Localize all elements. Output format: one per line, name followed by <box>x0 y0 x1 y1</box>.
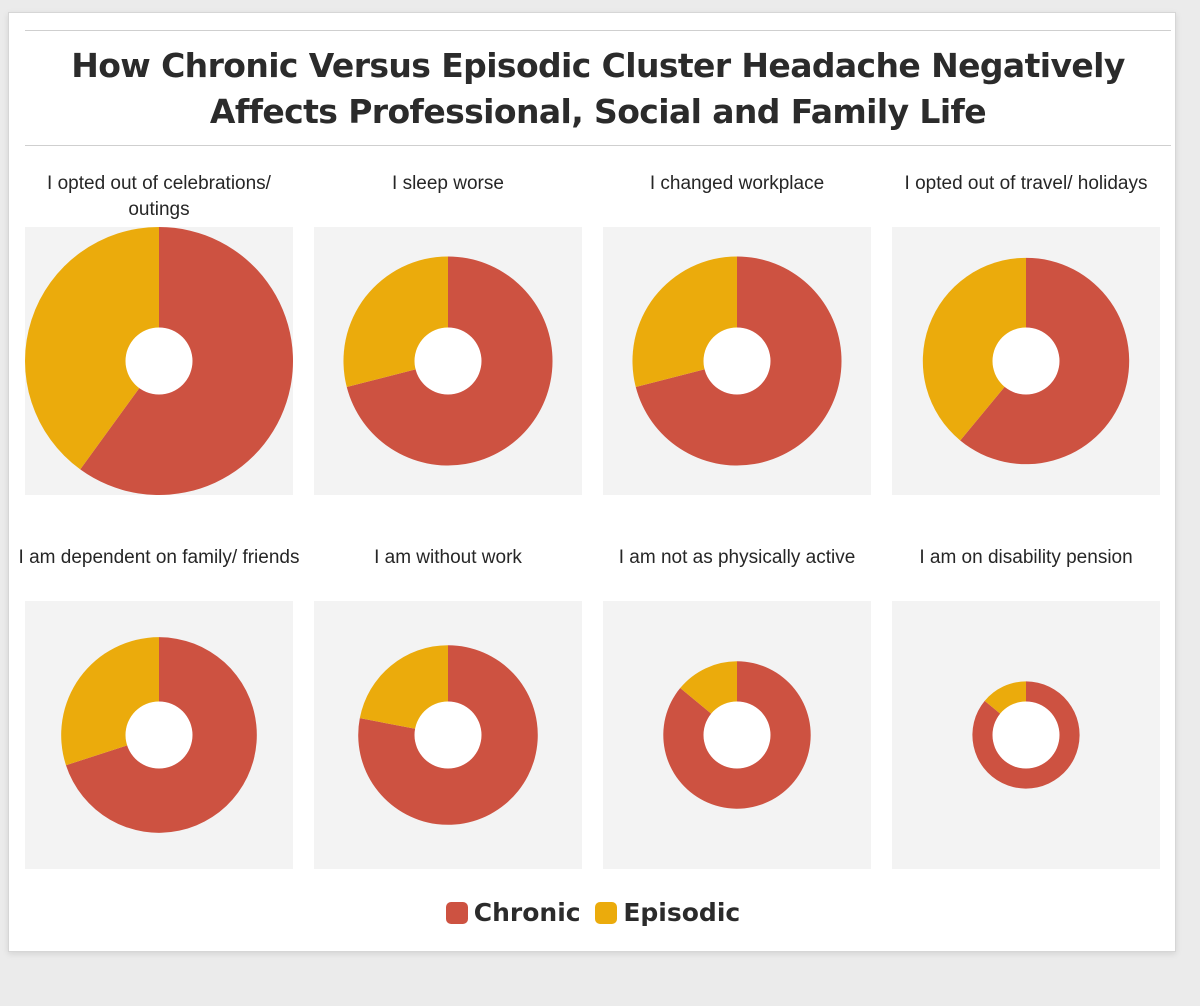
donut-panel: I opted out of celebrations/ outings <box>25 171 293 495</box>
donut-slice-episodic <box>25 227 159 470</box>
donut-label: I opted out of travel/ holidays <box>904 173 1148 194</box>
top-divider <box>25 30 1171 31</box>
donut-hole <box>414 327 482 395</box>
legend-label-chronic: Chronic <box>473 898 581 927</box>
donut-plot-area <box>314 227 582 495</box>
donut-plot-area <box>25 227 293 495</box>
donut-label: I am not as physically active <box>618 547 856 568</box>
donut-plot-area <box>603 601 871 869</box>
donut-panel: I am without work <box>314 545 582 869</box>
legend-item-chronic: Chronic <box>445 898 581 927</box>
donut-panel: I am not as physically active <box>603 545 871 869</box>
chart-title: How Chronic Versus Episodic Cluster Head… <box>71 46 1125 131</box>
donut-label: I opted out of celebrations/ outings <box>47 173 271 220</box>
donut-chart <box>922 257 1130 465</box>
donut-plot-area <box>314 601 582 869</box>
donut-chart <box>632 256 842 466</box>
donut-panel: I am dependent on family/ friends <box>19 545 299 869</box>
donut-label: I am on disability pension <box>919 547 1133 568</box>
donut-label: I am without work <box>374 547 522 568</box>
donut-plot-area <box>892 601 1160 869</box>
title-divider <box>25 145 1171 146</box>
donut-plot-area <box>25 601 293 869</box>
donut-chart <box>25 227 293 495</box>
donut-chart <box>358 645 538 825</box>
donut-hole <box>703 327 771 395</box>
donut-chart <box>61 637 257 833</box>
legend-swatch-episodic <box>595 901 618 924</box>
donut-plot-area <box>892 227 1160 495</box>
infographic-card: How Chronic Versus Episodic Cluster Head… <box>8 12 1176 952</box>
donut-slice-episodic <box>922 257 1026 441</box>
legend-item-episodic: Episodic <box>595 898 740 927</box>
donut-panel: I am on disability pension <box>892 545 1160 869</box>
donut-plot-area <box>603 227 871 495</box>
donut-chart <box>972 681 1080 789</box>
donut-chart <box>663 661 811 809</box>
donut-hole <box>703 701 771 769</box>
donut-hole <box>992 701 1060 769</box>
donut-hole <box>992 327 1060 395</box>
donut-chart <box>343 256 553 466</box>
donut-label: I changed workplace <box>649 173 825 194</box>
donut-label: I sleep worse <box>392 173 504 194</box>
donut-hole <box>125 327 193 395</box>
donut-label: I am dependent on family/ friends <box>18 547 300 568</box>
legend-swatch-chronic <box>445 901 468 924</box>
legend: Chronic Episodic <box>9 898 1177 930</box>
donut-panel: I changed workplace <box>603 171 871 495</box>
legend-label-episodic: Episodic <box>623 898 741 927</box>
donut-hole <box>414 701 482 769</box>
donut-panel: I sleep worse <box>314 171 582 495</box>
donut-panel: I opted out of travel/ holidays <box>892 171 1160 495</box>
donut-hole <box>125 701 193 769</box>
